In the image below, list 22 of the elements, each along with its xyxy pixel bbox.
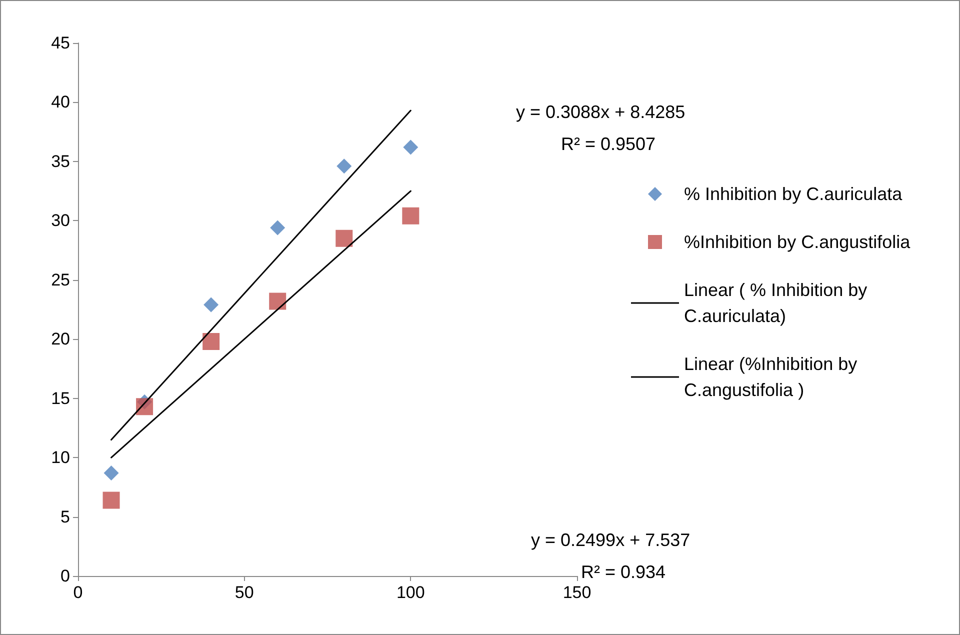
y-tick-label: 15 <box>51 388 70 408</box>
y-tick-label: 10 <box>51 448 70 468</box>
legend-label: %Inhibition by C.angustifolia <box>684 232 912 252</box>
y-tick-label: 45 <box>51 34 70 52</box>
x-tick-label: 100 <box>396 583 425 602</box>
legend-label: Linear ( % Inhibition by C.auriculata) <box>684 280 872 326</box>
annotation: y = 0.2499x + 7.537 <box>531 530 690 550</box>
annotation: R² = 0.9507 <box>561 134 656 154</box>
x-tick-label: 50 <box>234 583 254 602</box>
y-tick-label: 20 <box>51 330 70 349</box>
y-tick-label: 40 <box>51 92 70 112</box>
x-tick-label: 0 <box>73 583 83 602</box>
x-tick-label: 150 <box>562 583 592 602</box>
y-tick-label: 0 <box>60 566 70 586</box>
legend-label: % Inhibition by C.auriculata <box>684 184 904 204</box>
y-tick-label: 25 <box>51 270 70 290</box>
text: R² = 0.934 <box>581 562 666 582</box>
y-tick-label: 30 <box>51 211 70 230</box>
legend-label: Linear (%Inhibition by C.angustifolia ) <box>684 354 862 400</box>
y-tick-label: 5 <box>60 507 70 526</box>
y-tick-label: 35 <box>51 152 70 171</box>
annotation: y = 0.3088x + 8.4285 <box>516 102 686 122</box>
